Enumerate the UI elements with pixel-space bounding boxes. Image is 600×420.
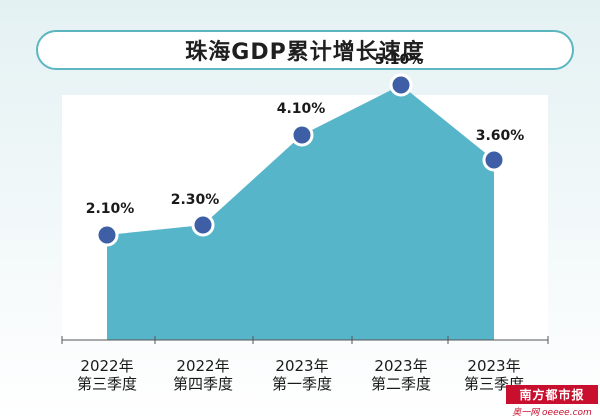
data-point-marker [482,148,506,172]
value-label: 4.10% [277,101,326,117]
marker-layer [95,73,506,247]
data-point-marker [95,223,119,247]
newspaper-watermark: 南方都市报 奥一网 oeeee.com [506,385,598,418]
value-label: 5.10% [375,52,424,68]
area-layer [107,85,494,340]
chart-title-pill: 珠海GDP累计增长速度 [36,30,574,70]
label-layer: 2.10% 2.30% 4.10% 5.10% 3.60% 2022年第三季度 2022年第… [77,52,524,393]
data-point-marker [191,213,215,237]
data-point-marker [389,73,413,97]
category-label: 2022年第四季度 [173,357,233,393]
value-label: 2.10% [86,201,135,217]
data-point-marker [290,123,314,147]
category-label: 2023年第一季度 [272,357,332,393]
value-label: 3.60% [476,128,525,144]
axis-layer [61,336,549,344]
value-label: 2.30% [171,192,220,208]
category-label: 2023年第二季度 [371,357,431,393]
watermark-site-text: 奥一网 oeeee.com [512,408,592,418]
growth-area [107,85,494,340]
chart-title: 珠海GDP累计增长速度 [185,40,425,65]
watermark-logo-text: 南方都市报 [506,385,598,404]
category-label: 2022年第三季度 [77,357,137,393]
